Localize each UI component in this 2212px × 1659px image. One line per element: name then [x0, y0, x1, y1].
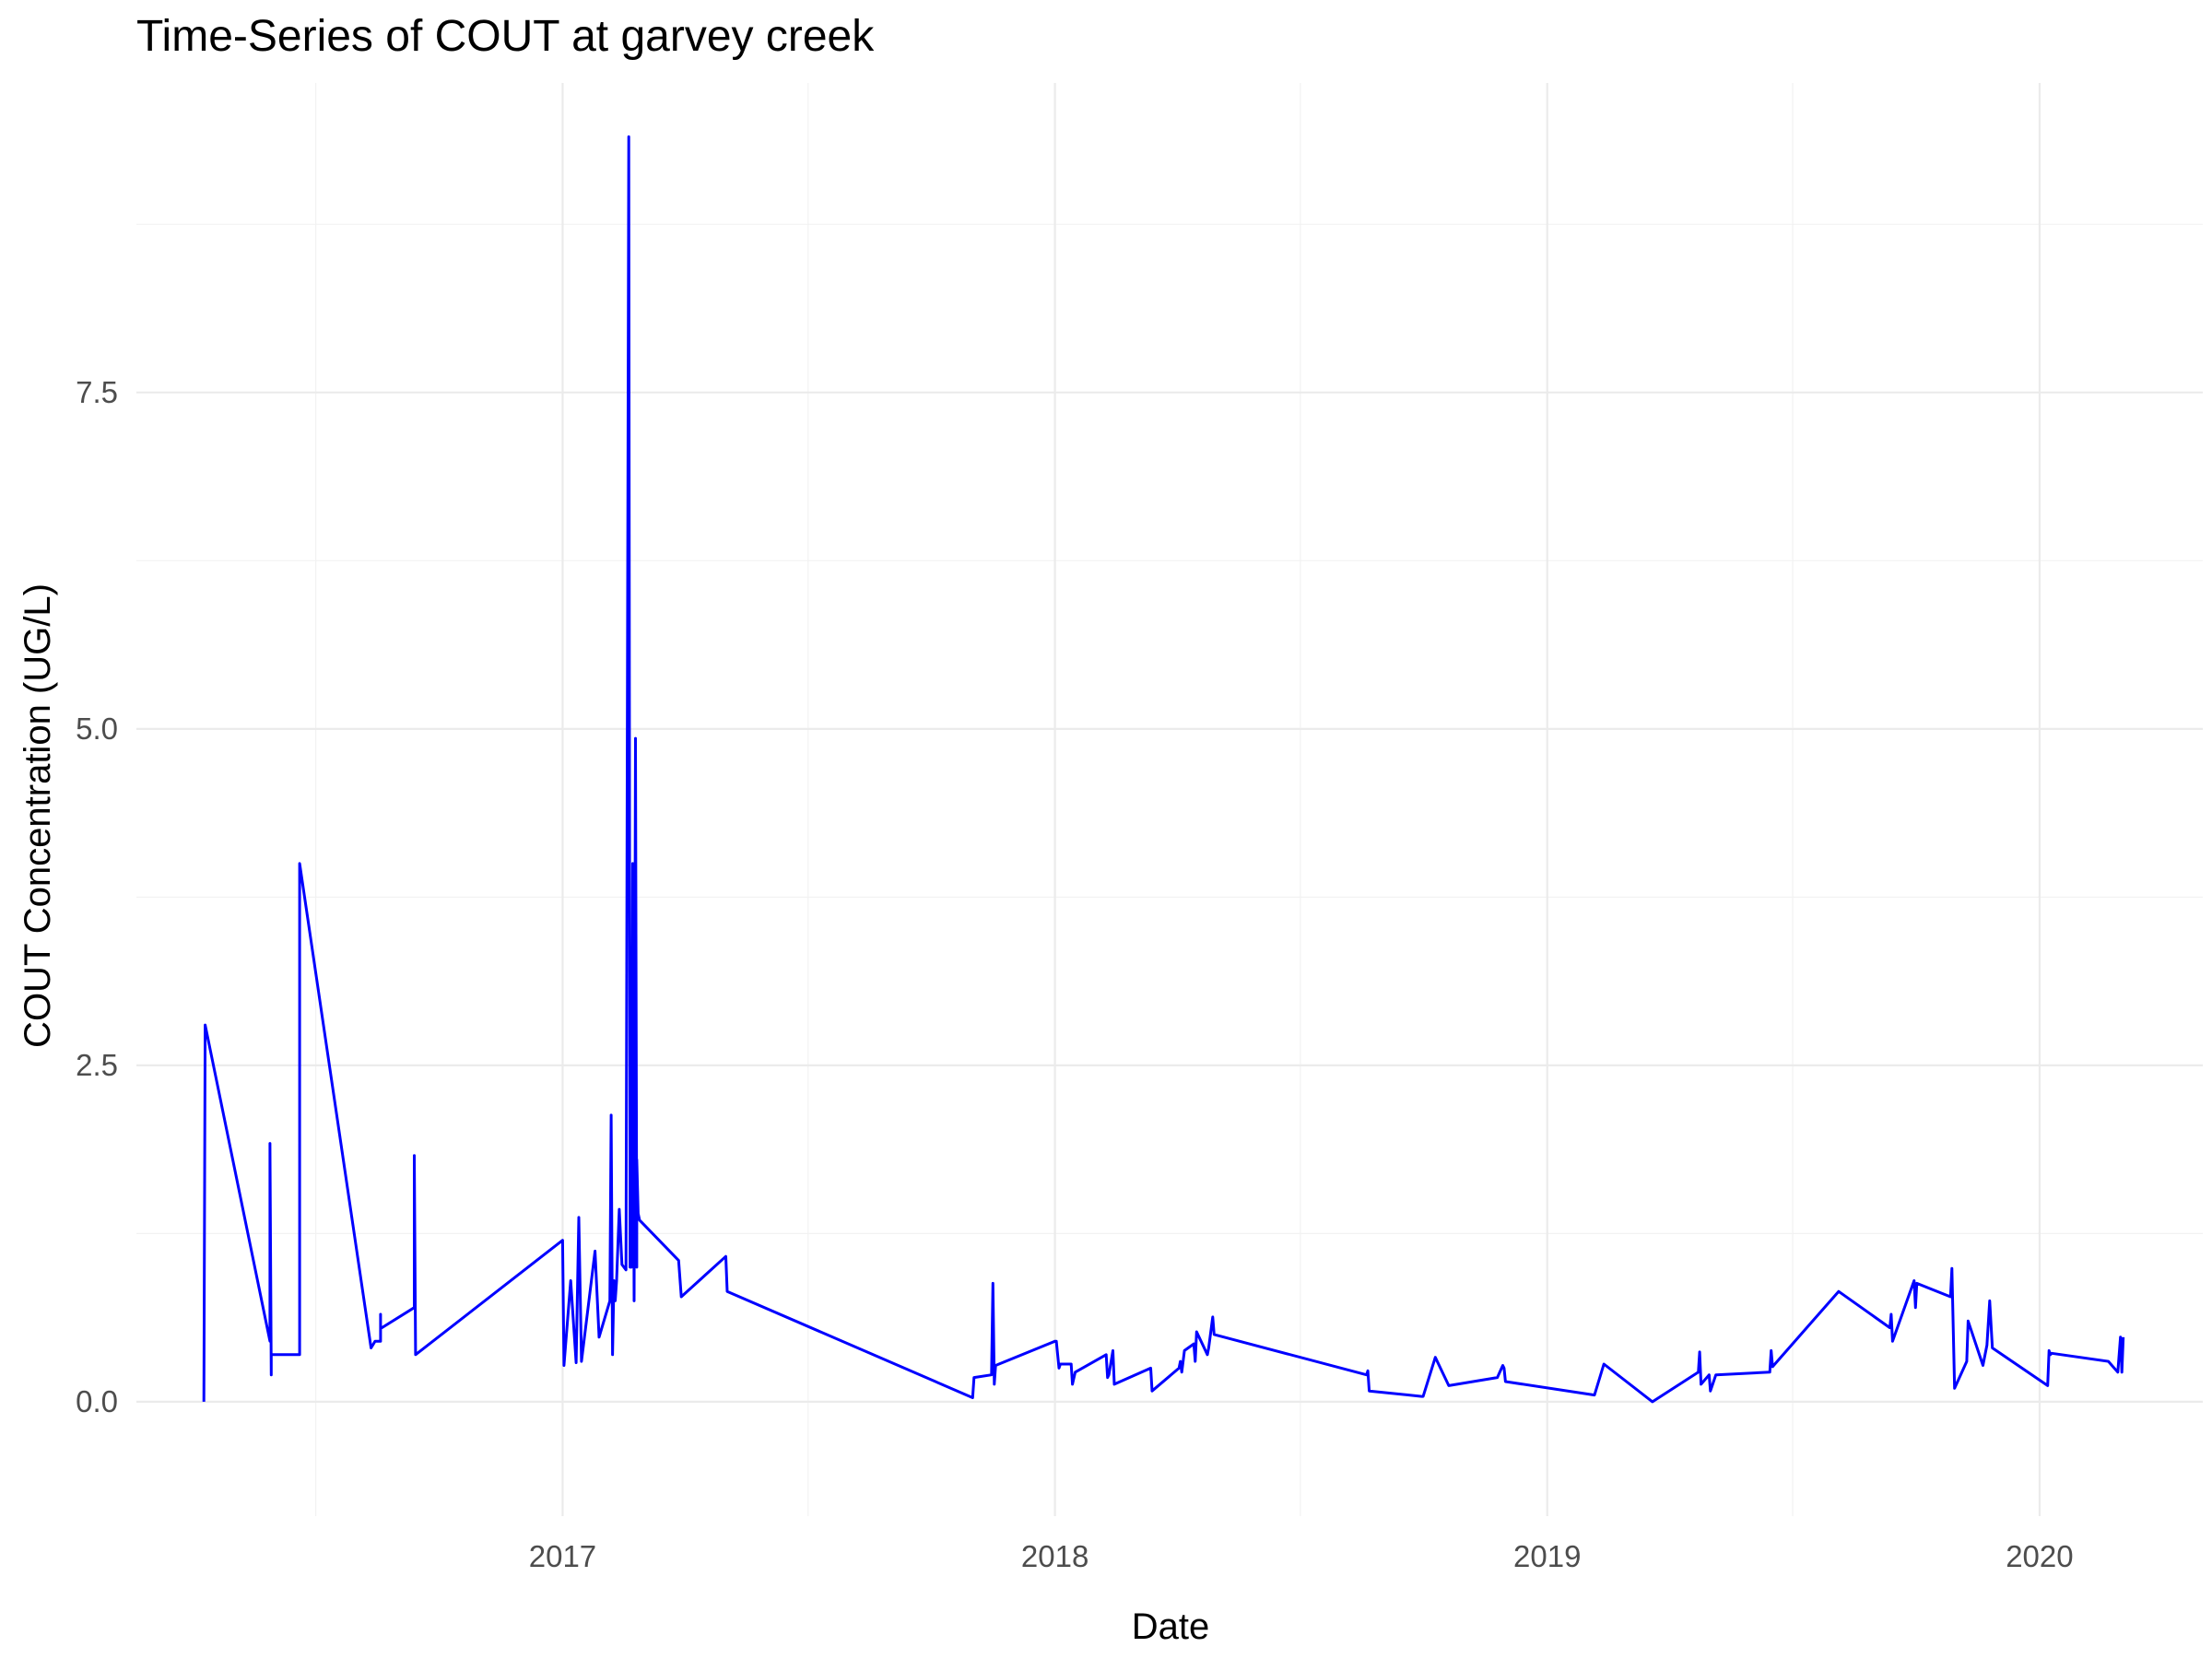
series-layer: [202, 135, 2125, 1404]
x-tick-label: 2017: [529, 1539, 596, 1573]
y-tick-label: 2.5: [76, 1048, 118, 1082]
y-axis-tick-labels: 0.0 2.5 5.0 7.5: [76, 375, 118, 1418]
y-tick-label: 5.0: [76, 712, 118, 746]
minor-gridlines: [136, 83, 2203, 1516]
x-tick-label: 2018: [1021, 1539, 1088, 1573]
y-tick-label: 7.5: [76, 375, 118, 409]
x-tick-label: 2019: [1513, 1539, 1581, 1573]
x-axis-tick-labels: 2017 2018 2019 2020: [529, 1539, 2074, 1573]
x-axis-title: Date: [1132, 1606, 1210, 1647]
series-line: [202, 135, 2125, 1404]
y-tick-label: 0.0: [76, 1384, 118, 1418]
chart-title: Time-Series of COUT at garvey creek: [136, 12, 875, 61]
major-gridlines: [136, 83, 2203, 1516]
y-axis-title: COUT Concentration (UG/L): [18, 583, 58, 1048]
x-tick-label: 2020: [2006, 1539, 2073, 1573]
